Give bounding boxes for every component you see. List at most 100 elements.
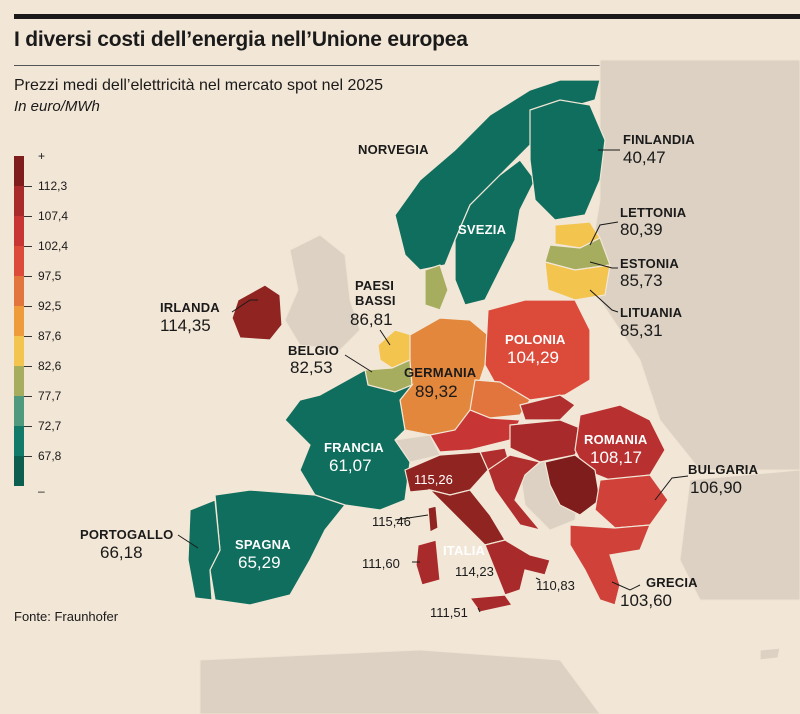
finlandia-shape [529, 99, 606, 221]
leader-italia-4 [477, 607, 481, 613]
leader-estonia [589, 261, 618, 269]
label-grecia: GRECIA [646, 575, 698, 590]
serbia-shape [544, 454, 601, 516]
land-turkey [679, 469, 800, 601]
value-lituania: 85,31 [620, 321, 663, 340]
label-paesibassi-1: PAESI [355, 278, 395, 293]
polonia-shape [484, 299, 591, 401]
legend-segment [14, 366, 24, 396]
bulgaria-shape [594, 474, 669, 529]
legend-tick [24, 276, 32, 277]
slovacchia-shape [519, 394, 576, 421]
leader-italia-3 [535, 577, 541, 581]
label-lettonia: LETTONIA [620, 205, 687, 220]
value-italia-corsica: 115,46 [372, 514, 411, 529]
leader-italia-1 [394, 514, 429, 521]
leader-belgio [344, 354, 373, 373]
label-norvegia: NORVEGIA [358, 142, 429, 157]
value-grecia: 103,60 [620, 591, 672, 610]
leader-portogallo [177, 534, 199, 549]
value-italia-sicilia: 111,51 [430, 605, 468, 620]
legend-tick [24, 336, 32, 337]
legend-top-label: + [38, 149, 46, 163]
legend-tick [24, 216, 32, 217]
svezia-shape [454, 159, 536, 306]
label-estonia: ESTONIA [620, 256, 679, 271]
value-belgio: 82,53 [290, 358, 333, 377]
label-bulgaria: BULGARIA [688, 462, 759, 477]
legend-tick-label: 107,4 [38, 209, 69, 223]
value-irlanda: 114,35 [160, 316, 211, 335]
legend-tick-label: 72,7 [38, 419, 62, 433]
label-portogallo: PORTOGALLO [80, 527, 174, 542]
label-lituania: LITUANIA [620, 305, 683, 320]
italia-sud-shape [484, 539, 551, 596]
legend-tick-label: 102,4 [38, 239, 69, 253]
unit-label: In euro/MWh [14, 98, 100, 115]
label-italia: ITALIA [443, 543, 486, 558]
label-svezia: SVEZIA [458, 222, 507, 237]
label-romania: ROMANIA [584, 432, 648, 447]
label-polonia: POLONIA [505, 332, 566, 347]
label-spagna: SPAGNA [235, 537, 291, 552]
corsica-shape [427, 505, 439, 533]
label-germania: GERMANIA [404, 365, 477, 380]
value-italia-nord: 115,26 [414, 472, 453, 487]
legend-tick [24, 426, 32, 427]
italia-centro-shape [428, 488, 506, 546]
value-estonia: 85,73 [620, 271, 663, 290]
legend-tick-label: 87,6 [38, 329, 62, 343]
danimarca-shape [424, 264, 449, 311]
title-divider [14, 65, 800, 66]
value-polonia: 104,29 [507, 348, 559, 367]
leader-lituania [589, 289, 619, 313]
lituania-shape [544, 261, 611, 301]
value-bulgaria: 106,90 [690, 478, 742, 497]
source-note: Fonte: Fraunhofer [14, 609, 119, 624]
top-rule [14, 14, 800, 19]
legend-tick [24, 456, 32, 457]
leader-lettonia [589, 221, 619, 246]
portogallo-shape [187, 499, 221, 601]
value-germania: 89,32 [415, 382, 458, 401]
label-belgio: BELGIO [288, 343, 340, 358]
legend-color-bar [14, 156, 24, 486]
legend-tick-label: 67,8 [38, 449, 62, 463]
sicilia-shape [468, 594, 514, 613]
legend-tick [24, 186, 32, 187]
legend-tick-label: 97,5 [38, 269, 62, 283]
legend-bottom-label: – [38, 484, 45, 498]
value-lettonia: 80,39 [620, 220, 663, 239]
leader-irlanda [231, 299, 258, 313]
value-portogallo: 66,18 [100, 543, 143, 562]
legend-tick-label: 77,7 [38, 389, 62, 403]
legend-tick-label: 82,6 [38, 359, 62, 373]
value-francia: 61,07 [329, 456, 372, 475]
label-finlandia: FINLANDIA [623, 132, 695, 147]
legend-tick [24, 246, 32, 247]
leader-bulgaria [654, 475, 689, 501]
legend-tick-label: 92,5 [38, 299, 62, 313]
legend-segment [14, 426, 24, 456]
value-romania: 108,17 [590, 448, 642, 467]
label-paesibassi-2: BASSI [355, 293, 396, 308]
legend-segment [14, 396, 24, 426]
legend-tick-label: 112,3 [38, 179, 68, 193]
cipro-shape [759, 647, 781, 661]
value-italia: 114,23 [455, 564, 494, 579]
austria-shape [429, 409, 521, 453]
legend-segment [14, 186, 24, 216]
legend-tick [24, 396, 32, 397]
color-legend: + – 112,3 107,4 102,4 97,5 92,5 87,6 82,6 77,7 7… [14, 149, 104, 498]
leader-paesibassi [379, 329, 391, 346]
value-spagna: 65,29 [238, 553, 281, 572]
legend-segment [14, 276, 24, 306]
value-paesibassi: 86,81 [350, 310, 393, 329]
legend-segment [14, 336, 24, 366]
value-italia-sardegna: 111,60 [362, 556, 400, 571]
value-finlandia: 40,47 [623, 148, 666, 167]
grecia-shape [569, 524, 651, 606]
label-francia: FRANCIA [324, 440, 384, 455]
land-africa [199, 649, 601, 714]
